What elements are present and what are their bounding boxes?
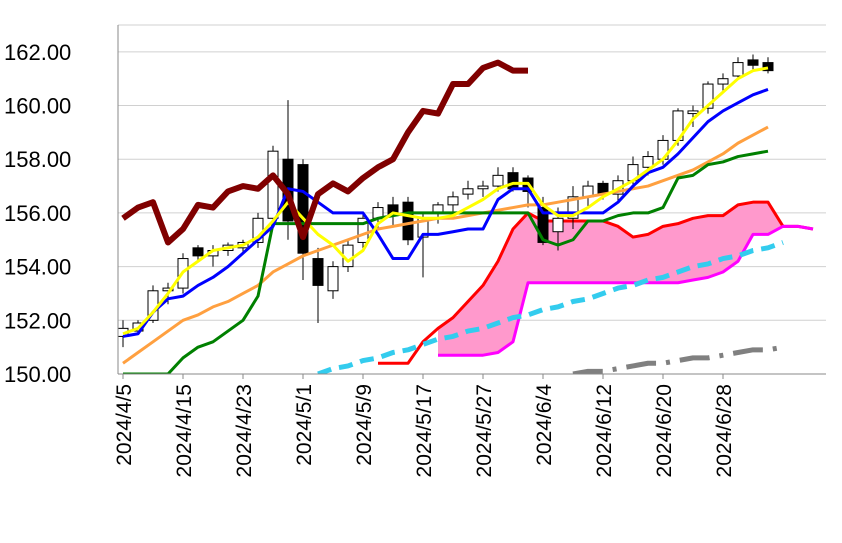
y-tick-label: 160.00 xyxy=(4,94,71,119)
candle-body xyxy=(297,164,309,254)
candle-body xyxy=(462,188,474,195)
x-tick-label: 2024/5/17 xyxy=(413,384,436,477)
plot-area xyxy=(118,54,814,374)
x-tick-label: 2024/4/23 xyxy=(233,384,256,477)
x-tick-label: 2024/5/1 xyxy=(293,384,316,466)
y-tick-label: 152.00 xyxy=(4,308,71,333)
x-tick-label: 2024/5/27 xyxy=(473,384,496,477)
candle-body xyxy=(552,217,564,233)
y-tick-label: 162.00 xyxy=(4,40,71,65)
candle-body xyxy=(402,201,414,241)
x-tick-label: 2024/6/28 xyxy=(713,384,736,477)
series-line xyxy=(121,59,528,246)
candle-body xyxy=(567,196,579,219)
candle-body xyxy=(327,266,339,292)
y-tick-label: 150.00 xyxy=(4,362,71,387)
candle-body xyxy=(492,174,504,187)
y-tick-label: 156.00 xyxy=(4,201,71,226)
candle-body xyxy=(642,156,654,168)
x-tick-label: 2024/6/12 xyxy=(593,384,616,477)
candle-body xyxy=(717,78,729,85)
candle-body xyxy=(507,172,519,190)
x-tick-label: 2024/4/5 xyxy=(113,384,136,466)
series-line xyxy=(572,344,784,374)
candle-body xyxy=(687,110,699,115)
axes: 150.00 152.00 154.00 156.00 158.00 160.00 162.… xyxy=(4,25,826,477)
candle-body xyxy=(447,196,459,206)
y-tick-label: 158.00 xyxy=(4,147,71,172)
series-line xyxy=(317,240,784,374)
candle-body xyxy=(192,247,204,257)
series-line xyxy=(122,66,769,336)
candle-body xyxy=(162,287,174,292)
series-line xyxy=(123,149,769,374)
candle-body xyxy=(762,62,774,72)
candle-body xyxy=(357,217,369,243)
series-line xyxy=(122,88,769,338)
cloud xyxy=(438,202,813,356)
series-line xyxy=(438,224,814,357)
candle-body xyxy=(537,207,549,243)
x-tick-label: 2024/6/20 xyxy=(653,384,676,477)
candle-body xyxy=(267,150,279,219)
grid xyxy=(118,24,826,375)
x-tick-label: 2024/6/4 xyxy=(533,384,556,466)
y-tick-label: 154.00 xyxy=(4,255,71,280)
x-tick-label: 2024/5/9 xyxy=(353,384,376,466)
candle-body xyxy=(312,258,324,286)
x-tick-label: 2024/4/15 xyxy=(173,384,196,477)
candle-body xyxy=(747,59,759,66)
candle-body xyxy=(477,185,489,190)
candle-body xyxy=(732,62,744,77)
candle-body xyxy=(702,83,714,109)
